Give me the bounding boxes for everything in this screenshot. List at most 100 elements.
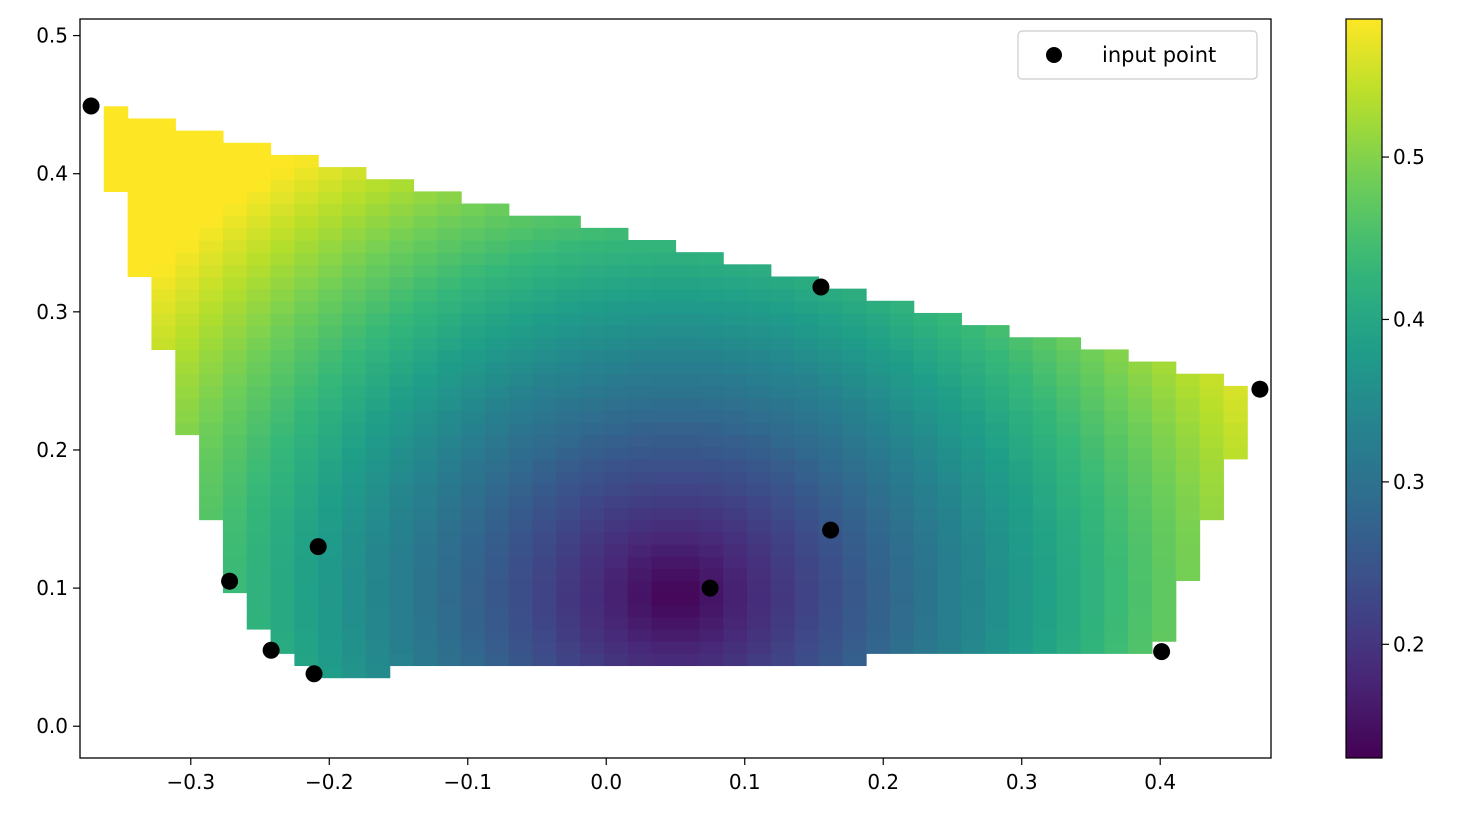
- heatmap-cell: [484, 556, 510, 569]
- heatmap-cell: [604, 227, 629, 241]
- heatmap-cell: [818, 337, 843, 351]
- heatmap-cell: [1080, 446, 1105, 460]
- heatmap-cell: [937, 580, 962, 594]
- heatmap-cell: [1199, 434, 1224, 448]
- heatmap-cell: [866, 531, 891, 545]
- heatmap-cell: [342, 446, 367, 460]
- heatmap-cell: [556, 543, 581, 557]
- heatmap-cell: [1080, 543, 1105, 557]
- heatmap-cell: [484, 410, 510, 423]
- heatmap-cell: [651, 349, 677, 363]
- heatmap-cell: [413, 592, 438, 606]
- heatmap-cell: [985, 458, 1010, 472]
- heatmap-cell: [866, 325, 891, 338]
- heatmap-cell: [1056, 422, 1082, 436]
- heatmap-cell: [794, 349, 820, 363]
- heatmap-cell: [318, 519, 343, 533]
- heatmap-cell: [1080, 483, 1105, 496]
- heatmap-cell: [1008, 385, 1034, 399]
- heatmap-cell: [1199, 422, 1224, 436]
- heatmap-cell: [961, 519, 986, 533]
- heatmap-cell: [294, 580, 319, 594]
- heatmap-cell: [270, 434, 295, 448]
- heatmap-cell: [389, 385, 415, 399]
- heatmap-cell: [1008, 470, 1034, 484]
- heatmap-cell: [294, 264, 319, 278]
- heatmap-cell: [985, 349, 1010, 363]
- heatmap-cell: [746, 264, 772, 278]
- heatmap-cell: [604, 483, 629, 496]
- heatmap-cell: [484, 507, 510, 521]
- heatmap-cell: [484, 312, 510, 326]
- heatmap-cell: [675, 483, 700, 496]
- heatmap-cell: [127, 130, 153, 144]
- heatmap-cell: [294, 337, 319, 351]
- heatmap-cell: [484, 580, 510, 594]
- heatmap-cell: [937, 349, 962, 363]
- heatmap-cell: [199, 276, 224, 290]
- heatmap-cell: [461, 373, 486, 387]
- heatmap-cell: [318, 580, 343, 594]
- heatmap-cell: [985, 519, 1010, 533]
- heatmap-cell: [413, 483, 438, 496]
- heatmap-cell: [627, 312, 653, 326]
- heatmap-cell: [199, 167, 224, 180]
- heatmap-cell: [604, 580, 629, 594]
- heatmap-cell: [365, 483, 391, 496]
- heatmap-cell: [1008, 507, 1034, 521]
- heatmap-cell: [794, 398, 820, 411]
- heatmap-cell: [270, 240, 295, 253]
- heatmap-cell: [461, 470, 486, 484]
- heatmap-cell: [508, 288, 534, 302]
- heatmap-cell: [437, 398, 462, 411]
- heatmap-cell: [580, 616, 605, 630]
- heatmap-cell: [532, 312, 557, 326]
- heatmap-cell: [1151, 543, 1177, 557]
- heatmap-cell: [151, 300, 176, 314]
- input-points: [82, 97, 1269, 683]
- heatmap-cell: [508, 240, 534, 253]
- heatmap-cell: [818, 616, 843, 630]
- heatmap-cell: [270, 398, 295, 411]
- heatmap-cell: [937, 507, 962, 521]
- heatmap-cell: [484, 373, 510, 387]
- heatmap-cell: [746, 325, 772, 338]
- heatmap-cell: [199, 434, 224, 448]
- heatmap-cell: [365, 592, 391, 606]
- heatmap-cell: [484, 483, 510, 496]
- heatmap-cell: [556, 592, 581, 606]
- heatmap-cell: [318, 495, 343, 509]
- heatmap-cell: [437, 191, 462, 205]
- heatmap-cell: [604, 616, 629, 630]
- heatmap-cell: [604, 422, 629, 436]
- heatmap-cell: [270, 203, 295, 217]
- heatmap-cell: [1223, 410, 1248, 423]
- heatmap-cell: [103, 154, 129, 168]
- heatmap-cell: [270, 252, 295, 265]
- heatmap-cell: [1199, 458, 1224, 472]
- heatmap-cell: [675, 422, 700, 436]
- heatmap-cell: [151, 288, 176, 302]
- heatmap-cell: [413, 373, 438, 387]
- heatmap-cell: [699, 410, 724, 423]
- heatmap-cell: [556, 653, 581, 667]
- heatmap-cell: [604, 568, 629, 581]
- heatmap-cell: [961, 422, 986, 436]
- heatmap-cell: [723, 641, 748, 654]
- heatmap-cell: [270, 483, 295, 496]
- heatmap-cell: [889, 507, 915, 521]
- heatmap-cell: [246, 337, 272, 351]
- heatmap-cell: [175, 154, 200, 168]
- heatmap-cell: [1056, 446, 1082, 460]
- heatmap-cell: [627, 507, 653, 521]
- heatmap-cell: [866, 556, 891, 569]
- heatmap-cell: [413, 422, 438, 436]
- heatmap-cell: [294, 628, 319, 642]
- heatmap-cell: [913, 531, 939, 545]
- heatmap-cell: [913, 312, 939, 326]
- heatmap-cell: [342, 592, 367, 606]
- heatmap-cell: [294, 458, 319, 472]
- heatmap-cell: [246, 191, 272, 205]
- heatmap-cell: [580, 300, 605, 314]
- heatmap-cell: [508, 398, 534, 411]
